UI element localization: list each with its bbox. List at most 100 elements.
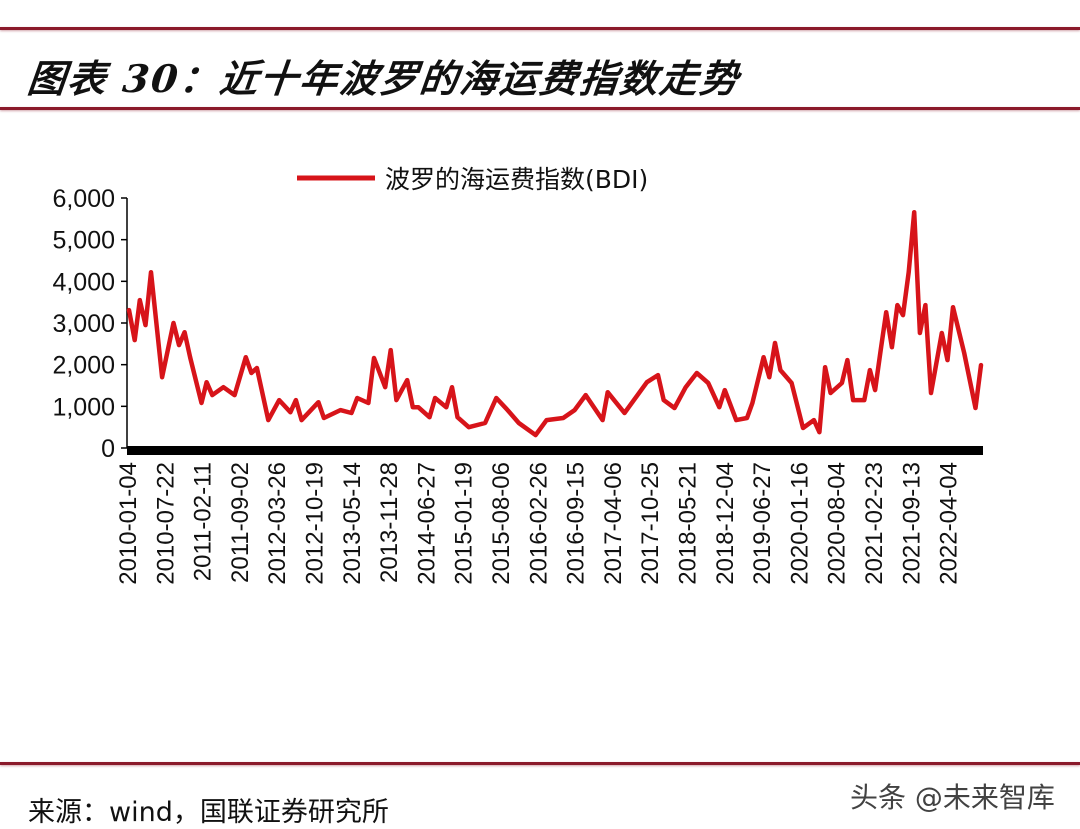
data-point — [645, 380, 649, 384]
data-point — [450, 385, 454, 389]
data-point — [433, 396, 437, 400]
data-point — [601, 418, 605, 422]
data-point — [801, 426, 805, 430]
data-point — [907, 270, 911, 274]
x-tick-label: 2010-07-22 — [152, 462, 179, 585]
x-axis: 2010-01-04 2010-07-22 2011-02-11 2011-09-02… — [115, 446, 983, 585]
data-point — [923, 303, 927, 307]
data-point — [244, 355, 248, 359]
bdi-line-chart: 波罗的海运费指数(BDI) 0 1,000 2,000 3,000 4,000 5,000… — [52, 165, 984, 585]
y-tick-label: 0 — [101, 435, 115, 463]
data-point — [717, 405, 721, 409]
data-point — [205, 380, 209, 384]
data-point — [355, 396, 359, 400]
data-point — [778, 368, 782, 372]
data-point — [133, 338, 137, 342]
x-tick-label: 2010-01-04 — [115, 462, 142, 585]
data-point — [918, 331, 922, 335]
data-point — [790, 381, 794, 385]
data-point — [149, 270, 153, 274]
legend-label: 波罗的海运费指数(BDI) — [385, 165, 648, 194]
data-point — [277, 398, 281, 402]
data-point — [300, 418, 304, 422]
data-point — [455, 415, 459, 419]
data-point — [394, 398, 398, 402]
data-point — [940, 331, 944, 335]
data-point — [160, 375, 164, 379]
y-tick-label: 4,000 — [52, 268, 115, 296]
data-point — [767, 375, 771, 379]
data-point — [840, 381, 844, 385]
y-tick-label: 5,000 — [52, 227, 115, 255]
data-point — [868, 368, 872, 372]
x-tick-label: 2021-09-13 — [898, 462, 925, 585]
x-tick-label: 2016-02-26 — [525, 462, 552, 585]
data-point — [895, 303, 899, 307]
data-point — [288, 410, 292, 414]
data-point — [723, 388, 727, 392]
x-tick-label: 2013-05-14 — [339, 462, 366, 585]
data-point — [338, 408, 342, 412]
data-point — [210, 393, 214, 397]
data-point — [127, 308, 131, 312]
top-rule — [0, 27, 1080, 30]
data-point — [506, 408, 510, 412]
data-point — [623, 411, 627, 415]
x-tick-label: 2019-06-27 — [749, 462, 776, 585]
data-point — [662, 398, 666, 402]
data-point — [494, 396, 498, 400]
data-point — [411, 405, 415, 409]
data-point — [762, 355, 766, 359]
data-point — [974, 406, 978, 410]
data-point — [946, 358, 950, 362]
data-point — [517, 421, 521, 425]
x-tick-label: 2015-01-19 — [451, 462, 478, 585]
data-point — [845, 358, 849, 362]
footer-rule — [0, 762, 1080, 765]
data-point — [233, 393, 237, 397]
x-tick-label: 2017-04-06 — [600, 462, 627, 585]
data-point — [294, 398, 298, 402]
data-point — [695, 371, 699, 375]
data-point — [606, 390, 610, 394]
data-point — [171, 321, 175, 325]
data-point — [534, 433, 538, 437]
data-point — [745, 416, 749, 420]
x-axis-line — [127, 446, 983, 455]
data-point — [255, 366, 259, 370]
data-point — [177, 343, 181, 347]
x-tick-label: 2018-12-04 — [712, 462, 739, 585]
legend: 波罗的海运费指数(BDI) — [297, 165, 648, 194]
data-point — [979, 363, 983, 367]
data-point — [734, 418, 738, 422]
data-point — [316, 400, 320, 404]
x-tick-label: 2015-08-06 — [488, 462, 515, 585]
data-point — [884, 310, 888, 314]
data-point — [444, 405, 448, 409]
x-tick-label: 2012-10-19 — [302, 462, 329, 585]
y-tick-label: 3,000 — [52, 310, 115, 338]
x-tick-label: 2011-02-11 — [190, 462, 217, 581]
data-point — [483, 421, 487, 425]
data-point — [672, 406, 676, 410]
data-point — [266, 418, 270, 422]
data-point — [901, 313, 905, 317]
data-point — [684, 385, 688, 389]
x-tick-label: 2020-08-04 — [824, 462, 851, 585]
watermark: 头条 @未来智库 — [850, 781, 1055, 814]
data-point — [416, 405, 420, 409]
data-point — [561, 416, 565, 420]
x-tick-label: 2013-11-28 — [376, 462, 403, 583]
data-point — [372, 356, 376, 360]
x-tick-label: 2016-09-15 — [563, 462, 590, 585]
data-point — [383, 385, 387, 389]
y-tick-label: 6,000 — [52, 185, 115, 213]
data-point — [467, 425, 471, 429]
data-point — [829, 391, 833, 395]
data-point — [584, 393, 588, 397]
source-note: 来源：wind，国联证券研究所 — [28, 797, 389, 828]
data-point — [773, 341, 777, 345]
x-tick-label: 2012-03-26 — [264, 462, 291, 585]
data-point — [221, 385, 225, 389]
data-point — [862, 398, 866, 402]
